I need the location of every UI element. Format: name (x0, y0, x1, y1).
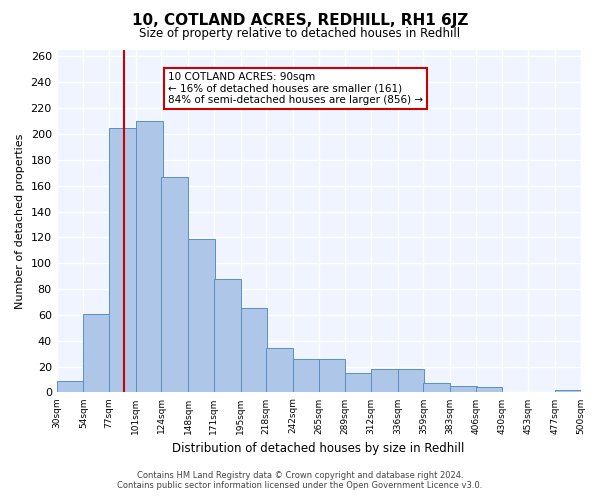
Bar (266, 348, 293, 393)
Bar (83, 314, 110, 392)
Text: 10 COTLAND ACRES: 90sqm
← 16% of detached houses are smaller (161)
84% of semi-d: 10 COTLAND ACRES: 90sqm ← 16% of detache… (168, 72, 423, 105)
Bar (371, 369, 398, 392)
Bar (214, 278, 241, 392)
Bar (424, 384, 450, 392)
Text: Contains HM Land Registry data © Crown copyright and database right 2024.
Contai: Contains HM Land Registry data © Crown c… (118, 470, 482, 490)
Bar (241, 308, 268, 392)
Bar (476, 388, 502, 392)
Y-axis label: Number of detached properties: Number of detached properties (15, 134, 25, 309)
Bar (450, 386, 477, 392)
Bar (293, 359, 320, 392)
Bar (56, 381, 83, 392)
Bar (555, 390, 581, 392)
Bar (161, 176, 188, 392)
Text: 10, COTLAND ACRES, REDHILL, RH1 6JZ: 10, COTLAND ACRES, REDHILL, RH1 6JZ (132, 12, 468, 28)
Bar (109, 128, 136, 392)
Bar (188, 238, 215, 392)
Bar (398, 369, 424, 392)
Bar (346, 373, 372, 392)
Bar (136, 121, 163, 392)
Bar (319, 359, 346, 392)
X-axis label: Distribution of detached houses by size in Redhill: Distribution of detached houses by size … (172, 442, 465, 455)
Text: Size of property relative to detached houses in Redhill: Size of property relative to detached ho… (139, 28, 461, 40)
